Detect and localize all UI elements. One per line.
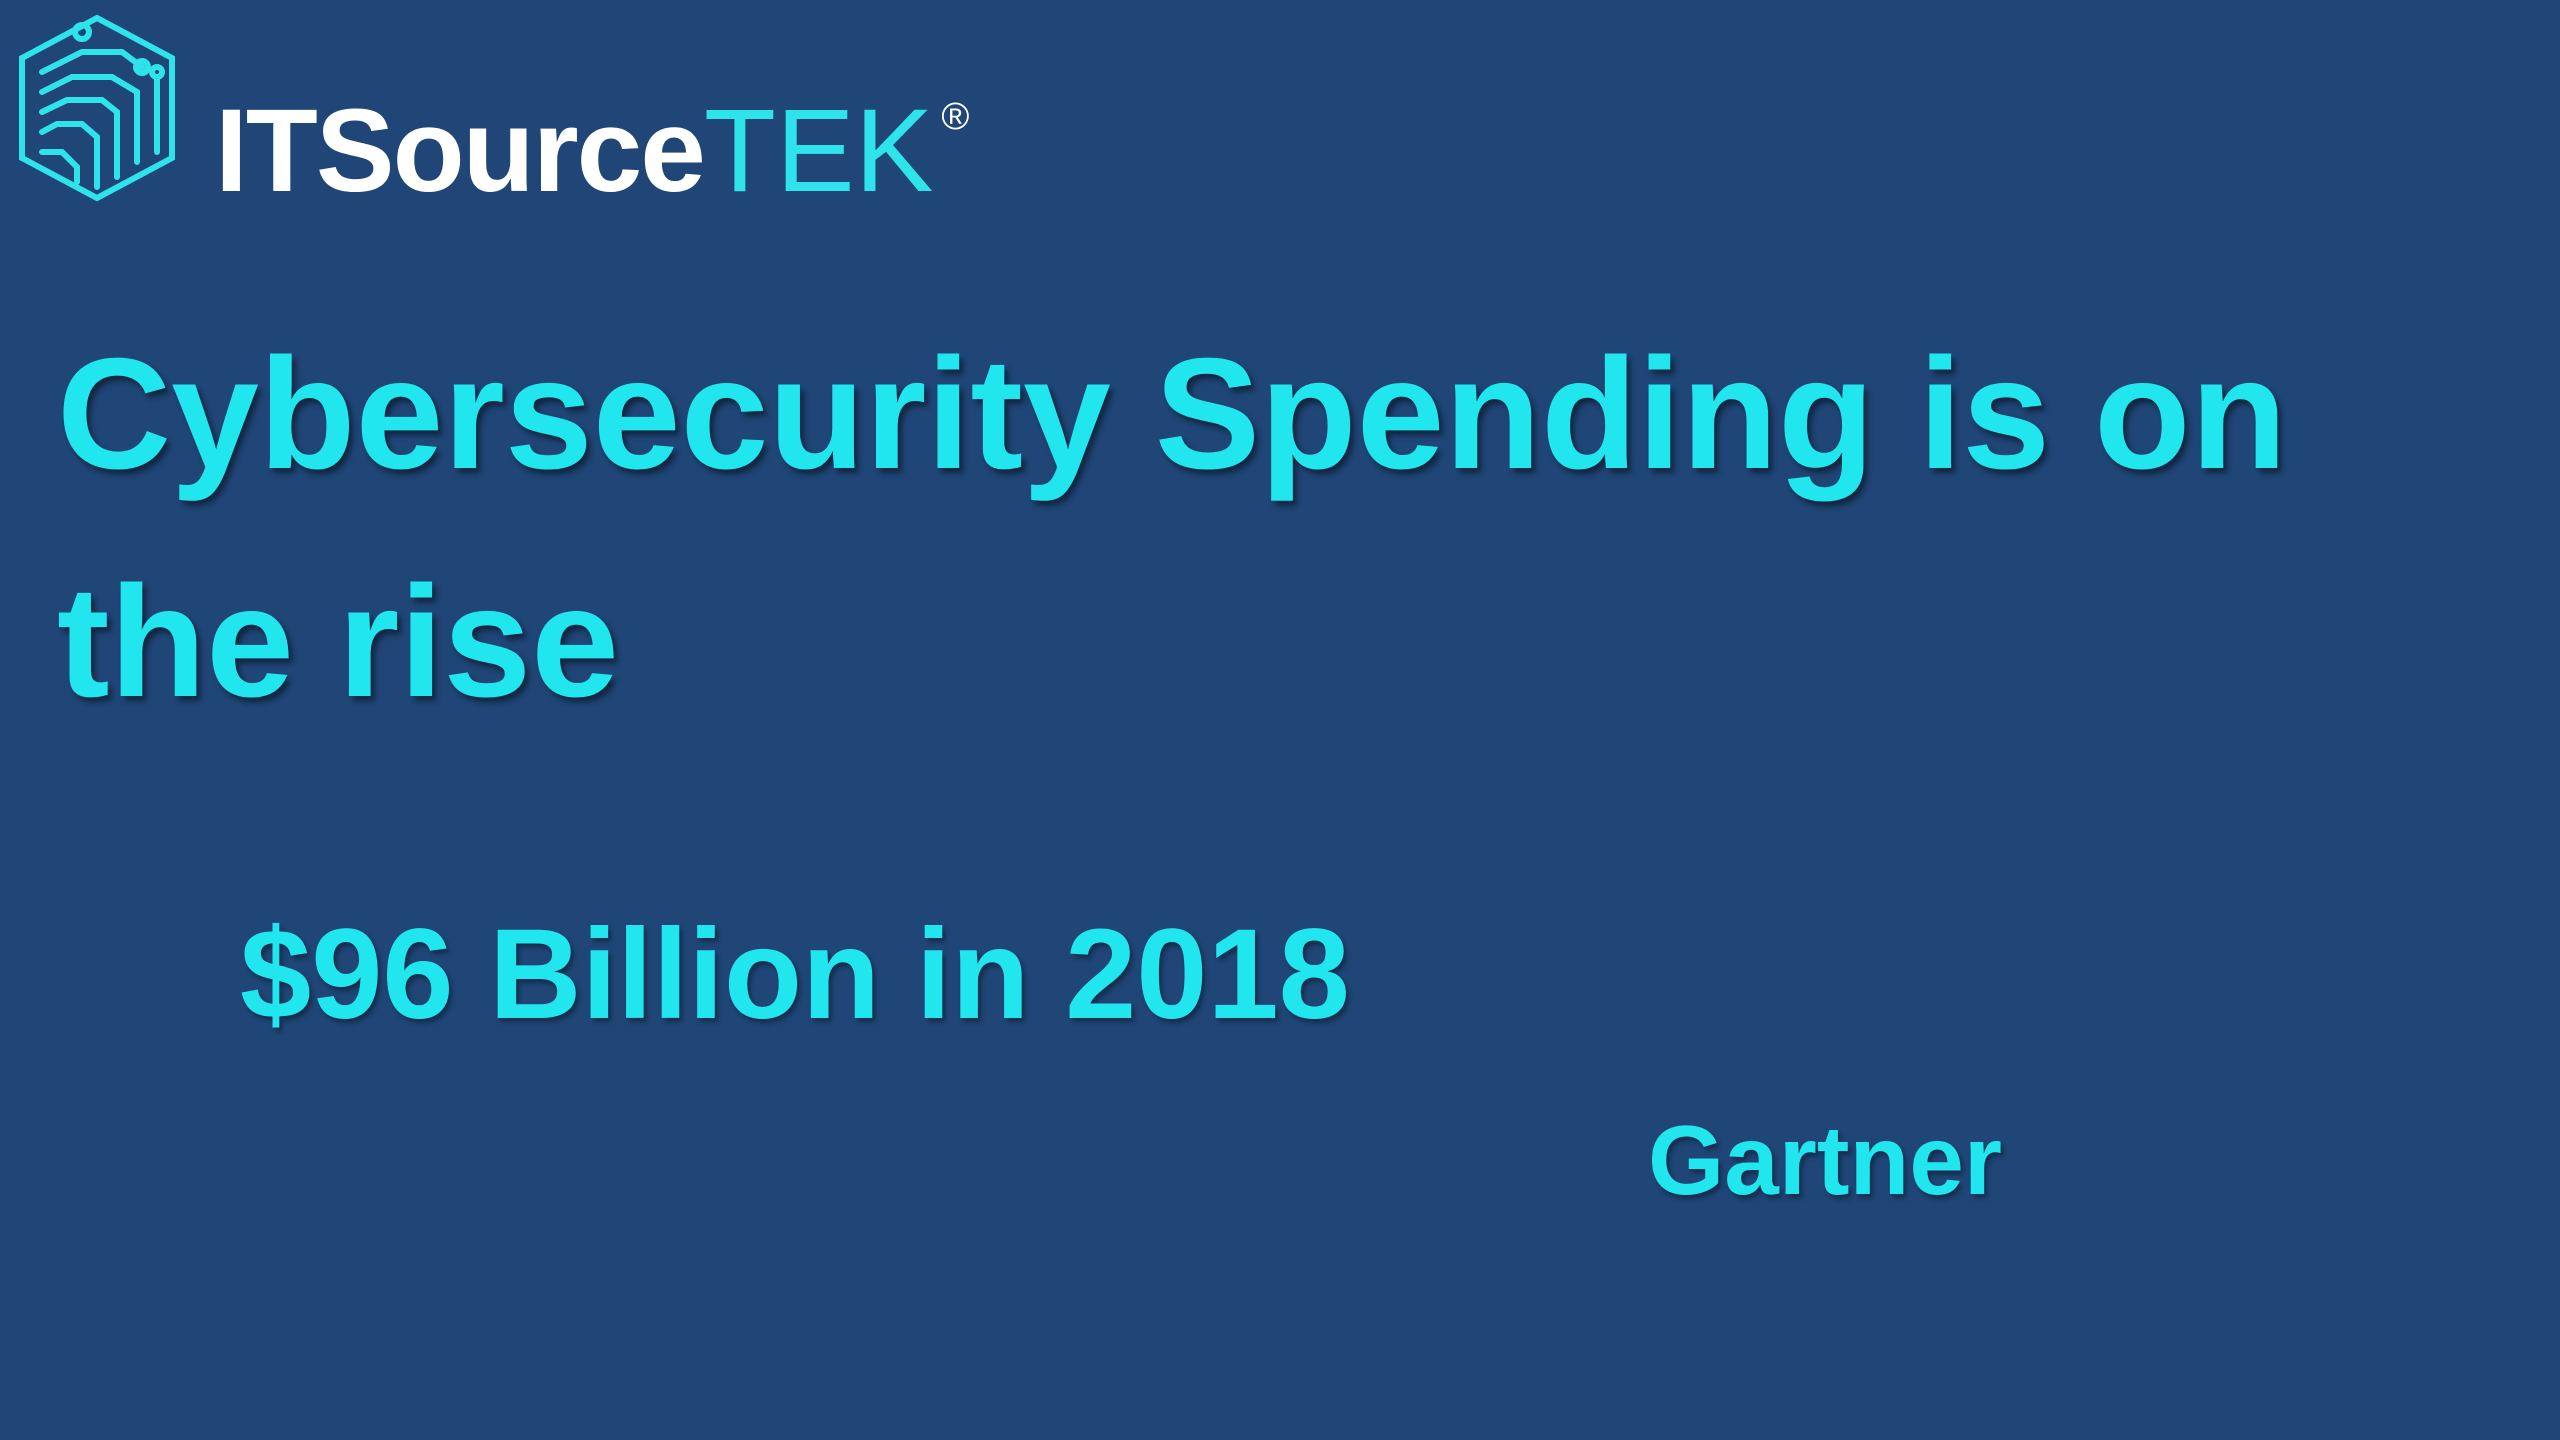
registered-mark: ® bbox=[941, 96, 970, 138]
brand-accent: TEK bbox=[703, 85, 934, 217]
brand-name: ITSource bbox=[215, 85, 706, 217]
logo-icon bbox=[19, 14, 175, 202]
brand-logo: ITSourceTEK ® bbox=[215, 42, 969, 226]
source: Gartner bbox=[1648, 1105, 2003, 1215]
statistic: $96 Billion in 2018 bbox=[240, 903, 1350, 1046]
slide-title: Cybersecurity Spending is on the rise bbox=[57, 326, 2288, 730]
